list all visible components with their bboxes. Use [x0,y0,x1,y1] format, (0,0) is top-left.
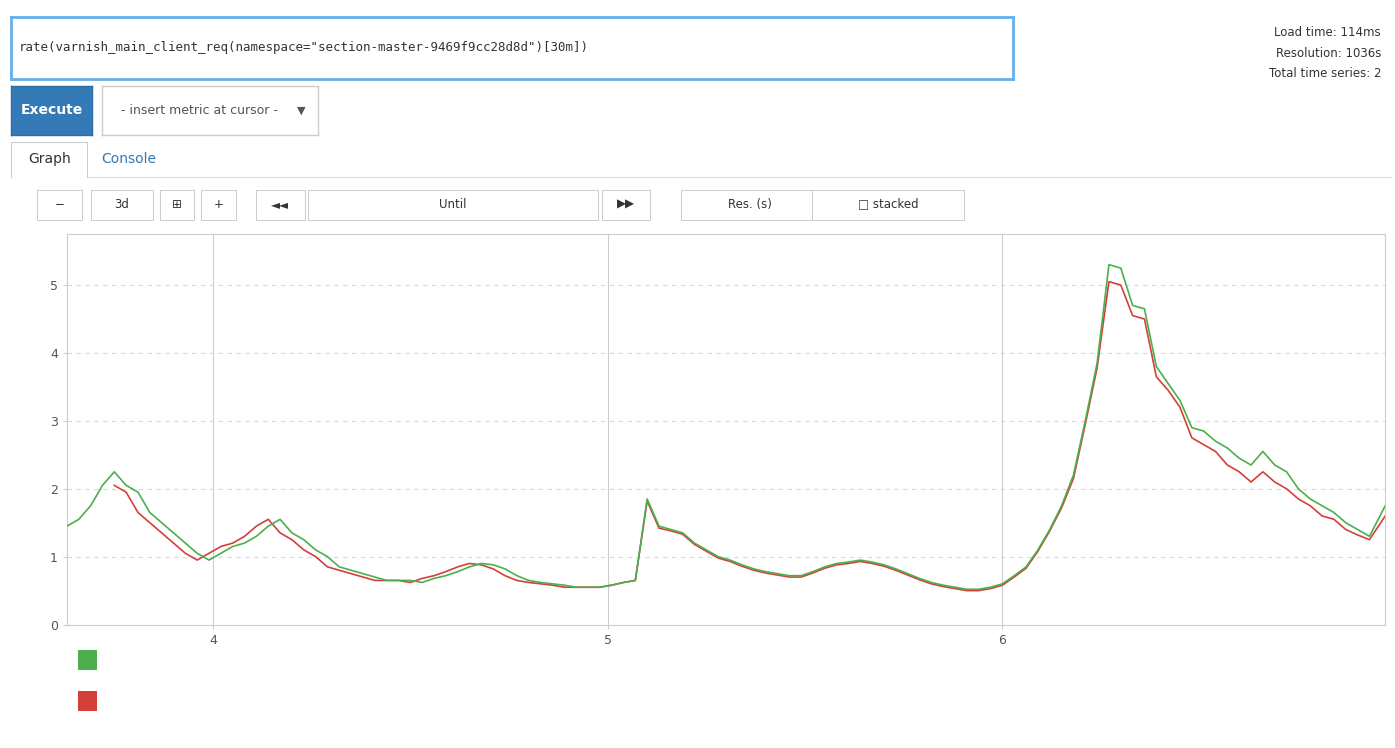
FancyBboxPatch shape [78,690,96,711]
FancyBboxPatch shape [308,190,598,220]
Text: Console: Console [100,153,156,166]
Text: 3d: 3d [114,197,130,211]
FancyBboxPatch shape [257,190,304,220]
Text: ◄◄: ◄◄ [272,197,290,211]
FancyBboxPatch shape [681,190,819,220]
Text: −: − [54,197,64,211]
FancyBboxPatch shape [601,190,650,220]
Text: Resolution: 1036s: Resolution: 1036s [1275,46,1381,60]
Text: ▶▶: ▶▶ [617,197,635,211]
Text: Total time series: 2: Total time series: 2 [1268,67,1381,81]
FancyBboxPatch shape [91,190,152,220]
Text: +: + [213,197,223,211]
FancyBboxPatch shape [78,650,96,670]
Text: Res. (s): Res. (s) [728,197,771,211]
Text: Load time: 114ms: Load time: 114ms [1275,26,1381,40]
Text: {endpoint="metrics",instance="10.244.48.66:9131",job="varnish",namespace="sectio: {endpoint="metrics",instance="10.244.48.… [106,655,1043,665]
Text: □ stacked: □ stacked [858,197,918,211]
Text: ▼: ▼ [297,105,306,115]
FancyBboxPatch shape [201,190,236,220]
Text: ⊞: ⊞ [172,197,181,211]
FancyBboxPatch shape [159,190,194,220]
FancyBboxPatch shape [11,142,86,178]
Text: Graph: Graph [28,153,71,166]
Text: Until: Until [439,197,467,211]
FancyBboxPatch shape [812,190,964,220]
Text: - insert metric at cursor -: - insert metric at cursor - [121,104,278,117]
Text: rate(varnish_main_client_req(namespace="section-master-9469f9cc28d8d")[30m]): rate(varnish_main_client_req(namespace="… [20,41,589,55]
Text: {endpoint="metrics",instance="10.244.24.68:9131",job="varnish",namespace="sectio: {endpoint="metrics",instance="10.244.24.… [106,696,1043,705]
FancyBboxPatch shape [38,190,81,220]
Text: Execute: Execute [21,103,82,117]
